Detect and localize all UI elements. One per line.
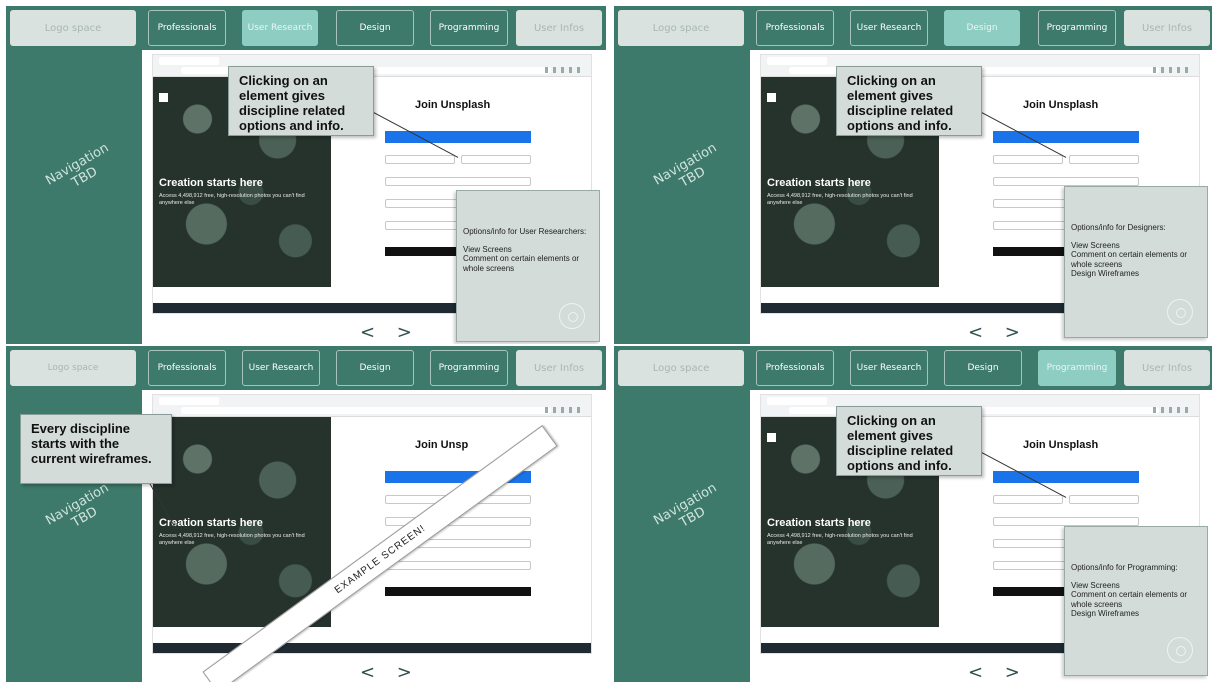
hero-subtitle: Access 4,498,912 free, high-resolution p…: [767, 533, 913, 546]
unsplash-logo-icon: [767, 93, 776, 102]
unsplash-logo-icon: [767, 433, 776, 442]
tab-user-research[interactable]: User Research: [242, 10, 318, 46]
user-infos[interactable]: User Infos: [516, 350, 602, 386]
last-name-field[interactable]: [1069, 495, 1139, 504]
hero-title: Creation starts here: [159, 177, 263, 189]
last-name-field[interactable]: [461, 155, 531, 164]
info-view-screens: View Screens: [463, 244, 512, 254]
tab-design[interactable]: Design: [336, 10, 414, 46]
lightbulb-icon: [1167, 299, 1193, 325]
tab-programming[interactable]: Programming: [430, 350, 508, 386]
hero-photo: Creation starts here Access 4,498,912 fr…: [153, 417, 331, 627]
first-name-field[interactable]: [385, 155, 455, 164]
navigation-placeholder: Navigation TBD: [651, 480, 720, 531]
logo-space: Logo space: [10, 350, 136, 386]
hero-title: Creation starts here: [767, 177, 871, 189]
info-comment: Comment on certain elements or whole scr…: [1071, 250, 1188, 269]
join-title: Join Unsplash: [415, 99, 491, 111]
panel-example-screen: Logo space Professionals User Research D…: [6, 346, 606, 682]
facebook-button[interactable]: [993, 471, 1139, 483]
tab-user-research[interactable]: User Research: [242, 350, 320, 386]
email-field[interactable]: [385, 177, 531, 186]
browser-chrome: [153, 395, 591, 417]
tab-design[interactable]: Design: [944, 10, 1020, 46]
join-title: Join Unsplash: [1023, 439, 1099, 451]
info-panel-user-research: Options/info for User Researchers: View …: [456, 190, 600, 342]
user-infos[interactable]: User Infos: [1124, 350, 1210, 386]
first-name-field[interactable]: [993, 495, 1063, 504]
join-button[interactable]: [385, 587, 531, 596]
pager-arrows[interactable]: < >: [360, 662, 420, 682]
info-panel-design: Options/info for Designers: View Screens…: [1064, 186, 1208, 338]
email-field[interactable]: [993, 517, 1139, 526]
example-browser-window: Creation starts here Access 4,498,912 fr…: [152, 394, 592, 654]
join-title: Join Unsp: [415, 439, 469, 451]
email-field[interactable]: [993, 177, 1139, 186]
pager-arrows[interactable]: < >: [968, 662, 1028, 682]
tab-programming[interactable]: Programming: [1038, 350, 1116, 386]
first-name-field[interactable]: [993, 155, 1063, 164]
tab-design[interactable]: Design: [944, 350, 1022, 386]
facebook-button[interactable]: [993, 131, 1139, 143]
info-comment: Comment on certain elements or whole scr…: [463, 254, 580, 273]
lightbulb-icon: [1167, 637, 1193, 663]
tab-professionals[interactable]: Professionals: [148, 10, 226, 46]
pager-arrows[interactable]: < >: [360, 322, 420, 343]
info-view-screens: View Screens: [1071, 580, 1120, 590]
tab-professionals[interactable]: Professionals: [756, 350, 834, 386]
logo-space: Logo space: [10, 10, 136, 46]
unsplash-logo-icon: [159, 93, 168, 102]
panel-user-research: Logo space Professionals User Research D…: [6, 6, 606, 344]
taskbar: [153, 643, 591, 653]
tab-user-research[interactable]: User Research: [850, 10, 928, 46]
hero-subtitle: Access 4,498,912 free, high-resolution p…: [159, 533, 305, 546]
hero-subtitle: Access 4,498,912 free, high-resolution p…: [159, 193, 305, 206]
logo-space: Logo space: [618, 350, 744, 386]
info-wireframes: Design Wireframes: [1071, 269, 1140, 278]
info-comment: Comment on certain elements or whole scr…: [1071, 590, 1188, 609]
content-area: Creation starts here Access 4,498,912 fr…: [142, 390, 606, 682]
tab-programming[interactable]: Programming: [430, 10, 508, 46]
hero-title: Creation starts here: [159, 517, 263, 529]
taskbar: [153, 303, 591, 313]
tab-programming[interactable]: Programming: [1038, 10, 1116, 46]
facebook-button[interactable]: [385, 131, 531, 143]
panel-design: Logo space Professionals User Research D…: [614, 6, 1212, 344]
info-title: Options/info for Designers:: [1071, 223, 1166, 232]
hero-subtitle: Access 4,498,912 free, high-resolution p…: [767, 193, 913, 206]
tab-design[interactable]: Design: [336, 350, 414, 386]
tab-professionals[interactable]: Professionals: [756, 10, 834, 46]
tab-professionals[interactable]: Professionals: [148, 350, 226, 386]
info-title: Options/info for User Researchers:: [463, 227, 587, 236]
callout-clicking: Clicking on an element gives discipline …: [836, 66, 982, 136]
panel-programming: Logo space Professionals User Research D…: [614, 346, 1212, 682]
info-panel-programming: Options/info for Programming: View Scree…: [1064, 526, 1208, 676]
navigation-placeholder: Navigation TBD: [43, 140, 112, 191]
taskbar: [761, 303, 1199, 313]
logo-space: Logo space: [618, 10, 744, 46]
navigation-placeholder: Navigation TBD: [651, 140, 720, 191]
navigation-placeholder: Navigation TBD: [43, 480, 112, 531]
pager-arrows[interactable]: < >: [968, 322, 1028, 343]
tab-user-research[interactable]: User Research: [850, 350, 928, 386]
info-title: Options/info for Programming:: [1071, 563, 1178, 572]
lightbulb-icon: [559, 303, 585, 329]
callout-every-discipline: Every discipline starts with the current…: [20, 414, 172, 484]
user-infos[interactable]: User Infos: [1124, 10, 1210, 46]
last-name-field[interactable]: [1069, 155, 1139, 164]
password-field[interactable]: [385, 561, 531, 570]
callout-clicking: Clicking on an element gives discipline …: [228, 66, 374, 136]
join-title: Join Unsplash: [1023, 99, 1099, 111]
callout-clicking: Clicking on an element gives discipline …: [836, 406, 982, 476]
taskbar: [761, 643, 1199, 653]
user-infos[interactable]: User Infos: [516, 10, 602, 46]
info-view-screens: View Screens: [1071, 240, 1120, 250]
hero-title: Creation starts here: [767, 517, 871, 529]
info-wireframes: Design Wireframes: [1071, 609, 1140, 618]
